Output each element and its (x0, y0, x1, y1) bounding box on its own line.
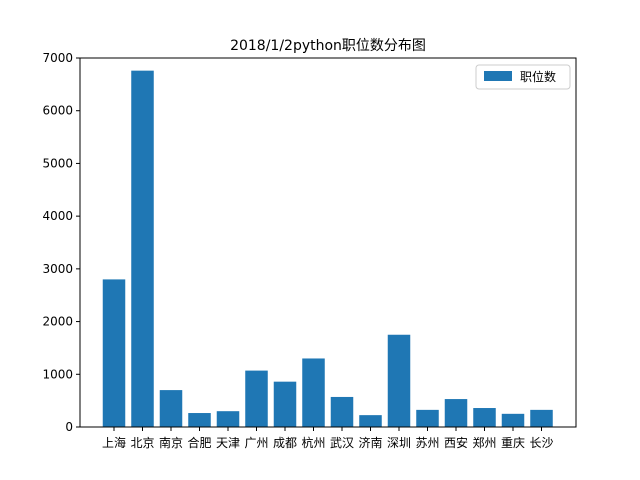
x-tick-label-6: 成都 (273, 436, 297, 450)
x-tick-label-15: 长沙 (529, 436, 553, 450)
bar-15 (530, 409, 553, 427)
y-tick-label-7: 7000 (42, 51, 73, 65)
x-tick-label-14: 重庆 (501, 436, 525, 450)
bars-group (102, 70, 553, 427)
y-tick-label-6: 6000 (42, 104, 73, 118)
bar-0 (102, 279, 126, 427)
axes-group: 0 1000 2000 3000 4000 5000 6000 7000 上海 北京 南京 合肥 天津广… (42, 51, 577, 450)
bar-9 (359, 415, 382, 427)
x-tick-label-5: 广州 (244, 436, 268, 450)
bar-1 (131, 70, 154, 427)
x-tick-label-2: 南京 (159, 435, 183, 450)
y-tick-label-3: 3000 (42, 262, 73, 276)
bar-4 (216, 411, 240, 427)
y-tick-label-4: 4000 (42, 209, 73, 223)
bar-10 (387, 334, 411, 427)
bar-2 (159, 390, 183, 427)
bar-13 (473, 408, 496, 427)
bar-8 (330, 396, 354, 427)
legend: 职位数 (475, 64, 571, 90)
bar-3 (188, 413, 211, 427)
bar-5 (245, 370, 268, 427)
x-tick-label-8: 武汉 (330, 436, 354, 450)
x-tick-label-10: 深圳 (387, 436, 411, 450)
x-tick-label-7: 杭州 (301, 435, 325, 450)
x-tick-label-12: 西安 (444, 435, 468, 450)
x-tick-label-0: 上海 (102, 435, 126, 450)
legend-label: 职位数 (520, 69, 556, 84)
x-tick-label-1: 北京 (130, 436, 154, 450)
bar-7 (302, 358, 325, 427)
bar-14 (501, 413, 525, 427)
y-tick-label-2: 2000 (42, 315, 73, 329)
bar-11 (416, 409, 439, 427)
x-tick-label-3: 合肥 (187, 435, 211, 450)
y-tick-label-0: 0 (65, 420, 73, 434)
legend-swatch (484, 71, 512, 81)
plot-frame (79, 57, 577, 428)
x-tick-label-9: 济南 (358, 435, 382, 450)
y-tick-label-1: 1000 (42, 367, 73, 381)
y-tick-label-5: 5000 (42, 156, 73, 170)
chart-title: 2018/1/2python职位数分布图 (230, 38, 426, 54)
bar-12 (444, 399, 468, 427)
x-tick-label-13: 郑州 (472, 435, 496, 450)
bar-6 (273, 381, 297, 427)
x-tick-label-4: 天津 (216, 436, 240, 450)
x-tick-label-11: 苏州 (415, 436, 439, 450)
